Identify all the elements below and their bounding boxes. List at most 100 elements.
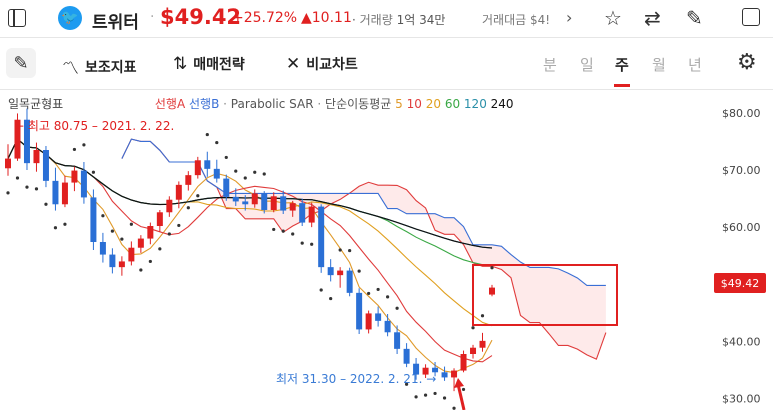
highlight-box xyxy=(472,264,618,326)
y-tick-label: $30.00 xyxy=(722,393,761,406)
psar-dot xyxy=(110,229,114,233)
candle-body xyxy=(23,119,30,164)
psar-dot xyxy=(376,287,380,292)
candle-body xyxy=(318,206,325,268)
indicators-label: 보조지표 xyxy=(85,59,137,76)
candle-body xyxy=(52,180,59,205)
candle-body xyxy=(337,270,344,276)
candle-body xyxy=(80,170,87,198)
psar-dot xyxy=(414,395,418,399)
panel-icon[interactable] xyxy=(742,8,760,26)
candle-body xyxy=(308,206,315,223)
period-month[interactable]: 월 xyxy=(652,56,666,74)
price-chart[interactable]: $80.00$70.00$60.00$50.00$40.00$30.00 xyxy=(0,90,773,410)
candle-body xyxy=(413,363,420,375)
change-percent: +25.72% xyxy=(232,10,298,26)
period-day[interactable]: 일 xyxy=(580,56,594,74)
volume: · 거래량 1억 34만 xyxy=(352,11,445,28)
candle-body xyxy=(375,313,382,321)
candle-body xyxy=(299,203,306,223)
candle-body xyxy=(394,332,401,349)
candle-body xyxy=(460,354,467,371)
star-icon[interactable]: ☆ xyxy=(604,6,622,30)
volume-label: 거래량 xyxy=(359,13,393,27)
top-bar: 🐦 트위터 · $49.42 +25.72% ▲10.11 · 거래량 1억 3… xyxy=(0,0,773,38)
psar-dot xyxy=(139,268,143,272)
chevron-right-icon[interactable]: › xyxy=(566,8,573,27)
candle-body xyxy=(489,287,495,295)
leading-span-a xyxy=(121,138,607,360)
psar-dot xyxy=(357,269,361,273)
legend-ichimoku[interactable]: 일목균형표 xyxy=(8,97,64,111)
candle-body xyxy=(156,212,163,226)
red-arrow-icon xyxy=(454,378,466,410)
candle-body xyxy=(479,340,486,348)
candle-body xyxy=(99,242,106,255)
swap-icon[interactable]: ⇄ xyxy=(644,6,661,30)
ma-20-line xyxy=(7,138,493,327)
candle-body xyxy=(289,203,296,211)
psar-dot xyxy=(442,396,447,400)
psar-dot xyxy=(215,140,219,145)
candle-body xyxy=(33,150,40,164)
candle-body xyxy=(147,226,154,239)
current-price-tag: $49.42 xyxy=(714,273,766,293)
psar-dot xyxy=(262,172,266,176)
psar-dot xyxy=(196,194,200,198)
psar-dot xyxy=(167,232,171,236)
compare-button[interactable]: ✕ 비교차트 xyxy=(286,54,358,74)
legend-ma-120: 120 xyxy=(463,97,487,111)
period-year[interactable]: 년 xyxy=(688,56,702,74)
candle-body xyxy=(204,160,211,169)
volume-value: 1억 34만 xyxy=(396,13,446,27)
candle-body xyxy=(346,270,353,293)
candle-body xyxy=(128,247,135,262)
ma-5-line xyxy=(7,138,493,374)
twitter-logo-icon: 🐦 xyxy=(58,6,82,30)
sidebar-toggle-icon[interactable] xyxy=(8,9,26,27)
legend-sma[interactable]: 단순이동평균 xyxy=(325,97,392,111)
psar-dot xyxy=(433,391,437,396)
psar-dot xyxy=(34,187,39,191)
candle-body xyxy=(71,170,78,183)
strategy-button[interactable]: ⇅ 매매전략 xyxy=(173,54,245,74)
chart-toolbar: ✎ 〽 보조지표 ⇅ 매매전략 ✕ 비교차트 분 일 주 월 년 ⚙ xyxy=(0,38,773,90)
legend-ma-240: 240 xyxy=(490,97,514,111)
candle-body xyxy=(280,196,287,211)
candle-body xyxy=(223,178,230,197)
legend-leading-b: 선행B xyxy=(188,97,220,111)
psar-dot xyxy=(129,222,133,226)
candle-body xyxy=(441,372,448,378)
indicators-button[interactable]: 〽 보조지표 xyxy=(62,54,137,79)
y-tick-label: $70.00 xyxy=(722,164,761,177)
candle-body xyxy=(451,370,458,378)
candle-body xyxy=(327,267,334,276)
trade-value: 거래대금 $4! xyxy=(482,13,551,27)
psar-dot xyxy=(471,326,475,330)
psar-dot xyxy=(490,266,494,270)
current-price: $49.42 xyxy=(160,5,242,29)
y-tick-label: $40.00 xyxy=(722,335,761,348)
candle-body xyxy=(365,313,372,330)
draw-pen-icon[interactable]: ✎ xyxy=(6,48,36,78)
candle-body xyxy=(194,160,201,176)
stock-name[interactable]: 트위터 xyxy=(92,13,139,33)
candle-body xyxy=(422,367,429,375)
psar-dot xyxy=(348,248,352,253)
candle-body xyxy=(137,238,144,248)
psar-dot xyxy=(53,226,58,230)
ma-10-line xyxy=(7,138,493,363)
psar-dot xyxy=(291,232,295,236)
gear-icon[interactable]: ⚙ xyxy=(737,50,757,75)
candle-body xyxy=(61,182,68,205)
psar-dot xyxy=(234,169,238,173)
period-minute[interactable]: 분 xyxy=(543,56,557,74)
psar-dot xyxy=(367,291,371,296)
candle-body xyxy=(5,158,11,169)
psar-dot xyxy=(15,176,20,180)
psar-dot xyxy=(404,382,409,386)
edit-icon[interactable]: ✎ xyxy=(686,6,703,30)
legend-psar[interactable]: Parabolic SAR xyxy=(230,97,314,111)
period-week[interactable]: 주 xyxy=(615,56,629,74)
psar-dot xyxy=(480,314,485,318)
